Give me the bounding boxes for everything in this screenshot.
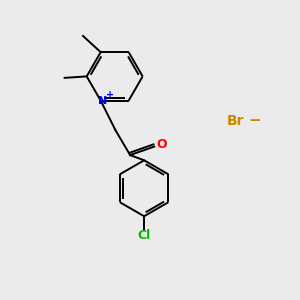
Text: Cl: Cl (137, 230, 151, 242)
Text: +: + (106, 90, 114, 100)
Text: Br: Br (226, 114, 244, 128)
Text: O: O (156, 138, 167, 151)
Text: −: − (248, 113, 261, 128)
Text: N: N (98, 96, 107, 106)
